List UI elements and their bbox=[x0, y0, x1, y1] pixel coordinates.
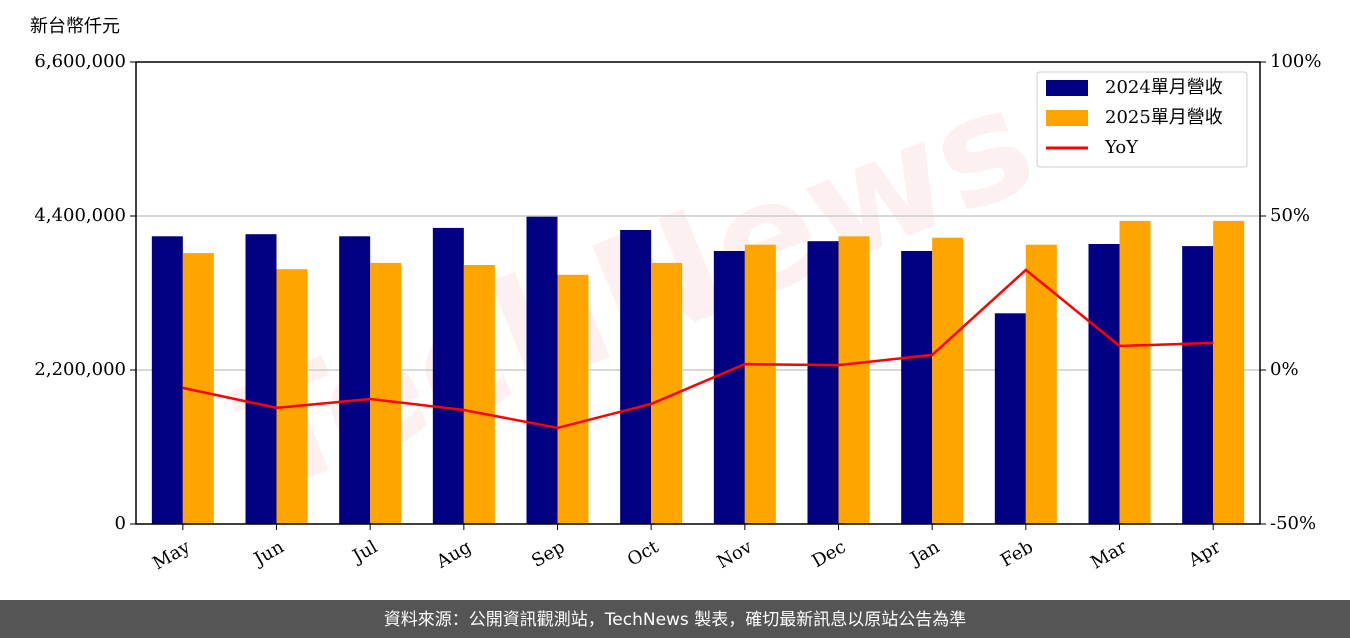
bar bbox=[276, 269, 308, 524]
bar bbox=[245, 234, 277, 524]
bar bbox=[713, 251, 745, 524]
bar bbox=[620, 230, 652, 524]
bar bbox=[432, 227, 464, 524]
x-tick-label: Oct bbox=[624, 536, 663, 571]
legend-label: 2025單月營收 bbox=[1105, 107, 1223, 128]
legend-swatch bbox=[1046, 110, 1088, 126]
bar bbox=[339, 236, 371, 525]
bar bbox=[744, 244, 776, 524]
bar bbox=[370, 262, 402, 524]
legend-label: YoY bbox=[1104, 137, 1139, 158]
y-tick-label: 0 bbox=[115, 513, 126, 534]
legend-label: 2024單月營收 bbox=[1105, 77, 1223, 98]
x-tick-label: Sep bbox=[528, 536, 568, 571]
footer: 資料來源：公開資訊觀測站，TechNews 製表，確切最新訊息以原站公告為準 bbox=[384, 610, 966, 630]
footer-bar bbox=[0, 600, 1350, 638]
bar bbox=[463, 265, 495, 524]
x-tick-label: Dec bbox=[809, 536, 850, 572]
line bbox=[182, 268, 1214, 430]
y2-tick-label: 50% bbox=[1270, 205, 1310, 226]
y2-tick-label: -50% bbox=[1270, 513, 1316, 534]
y-tick-label: 6,600,000 bbox=[34, 51, 126, 72]
bar bbox=[1182, 246, 1214, 524]
bar bbox=[838, 236, 870, 525]
y-axis-title: 新台幣仟元 bbox=[30, 16, 120, 37]
x-tick-label: May bbox=[149, 536, 194, 574]
x-tick-label: Jan bbox=[905, 536, 943, 570]
x-tick-label: Mar bbox=[1087, 536, 1131, 573]
bar bbox=[901, 251, 933, 524]
bar bbox=[1088, 244, 1120, 524]
bar bbox=[151, 236, 183, 525]
bar bbox=[557, 274, 589, 524]
bar bbox=[932, 237, 964, 524]
y2-tick-label: 100% bbox=[1270, 51, 1321, 72]
y-tick-label: 4,400,000 bbox=[34, 205, 126, 226]
legend-swatch bbox=[1046, 80, 1088, 96]
legend-box bbox=[1036, 71, 1248, 168]
x-tick-label: Apr bbox=[1184, 536, 1224, 571]
x-tick-label: Aug bbox=[432, 536, 475, 573]
x-tick-label: Nov bbox=[713, 536, 756, 573]
y2-tick-label: 0% bbox=[1270, 359, 1299, 380]
bar bbox=[1025, 244, 1057, 524]
bar bbox=[1213, 220, 1245, 524]
bar bbox=[526, 216, 558, 524]
plot-frame bbox=[135, 61, 1261, 525]
bar bbox=[994, 313, 1026, 524]
bar bbox=[1119, 220, 1151, 524]
y-tick-label: 2,200,000 bbox=[34, 359, 126, 380]
bar bbox=[807, 241, 839, 524]
x-tick-label: Jun bbox=[249, 536, 288, 571]
x-tick-label: Jul bbox=[348, 536, 382, 568]
x-tick-label: Feb bbox=[997, 536, 1037, 571]
